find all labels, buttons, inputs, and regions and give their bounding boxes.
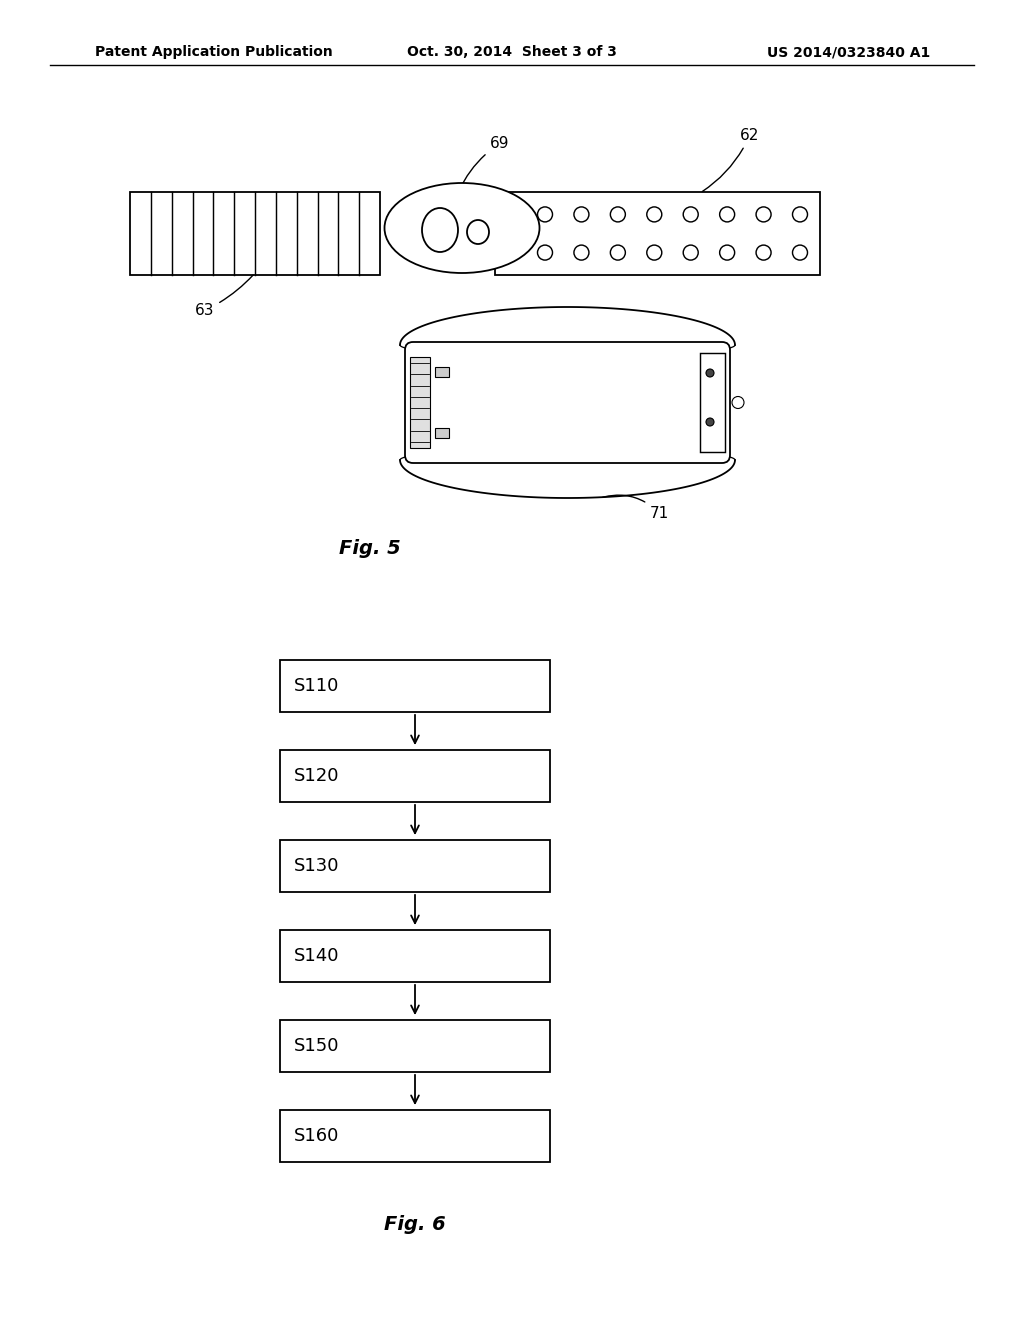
Text: 63: 63 [195, 275, 253, 318]
Bar [280, 1020, 550, 1072]
Circle shape [793, 246, 808, 260]
Circle shape [720, 246, 734, 260]
Circle shape [756, 207, 771, 222]
Bar [280, 840, 550, 892]
Text: Fig. 5: Fig. 5 [339, 539, 400, 557]
Bar [130, 191, 380, 275]
Circle shape [756, 246, 771, 260]
Circle shape [720, 207, 734, 222]
Text: Fig. 6: Fig. 6 [384, 1216, 445, 1234]
Circle shape [706, 370, 714, 378]
FancyBboxPatch shape [406, 342, 730, 463]
Circle shape [538, 246, 553, 260]
Ellipse shape [467, 220, 489, 244]
Ellipse shape [422, 209, 458, 252]
Circle shape [732, 396, 744, 408]
Bar [280, 931, 550, 982]
Bar [495, 191, 820, 275]
Ellipse shape [384, 183, 540, 273]
Circle shape [538, 207, 553, 222]
Circle shape [610, 246, 626, 260]
Text: S150: S150 [294, 1038, 340, 1055]
Text: S140: S140 [294, 946, 340, 965]
Bar [280, 660, 550, 711]
Circle shape [573, 246, 589, 260]
Text: Patent Application Publication: Patent Application Publication [95, 45, 333, 59]
Bar [280, 1110, 550, 1162]
Bar [700, 352, 725, 451]
Circle shape [573, 207, 589, 222]
Text: 69: 69 [459, 136, 510, 190]
Text: S120: S120 [294, 767, 340, 785]
Circle shape [647, 207, 662, 222]
Circle shape [610, 207, 626, 222]
Circle shape [647, 246, 662, 260]
Circle shape [683, 246, 698, 260]
Circle shape [683, 207, 698, 222]
Bar [280, 750, 550, 803]
Text: 62: 62 [702, 128, 760, 191]
Text: Oct. 30, 2014  Sheet 3 of 3: Oct. 30, 2014 Sheet 3 of 3 [408, 45, 616, 59]
Bar [435, 428, 449, 438]
Text: S160: S160 [294, 1127, 339, 1144]
Text: S110: S110 [294, 677, 339, 696]
Bar [435, 367, 449, 378]
Bar [410, 356, 430, 447]
Text: S130: S130 [294, 857, 340, 875]
Circle shape [793, 207, 808, 222]
Text: 71: 71 [603, 495, 670, 521]
Text: US 2014/0323840 A1: US 2014/0323840 A1 [767, 45, 930, 59]
Circle shape [706, 418, 714, 426]
